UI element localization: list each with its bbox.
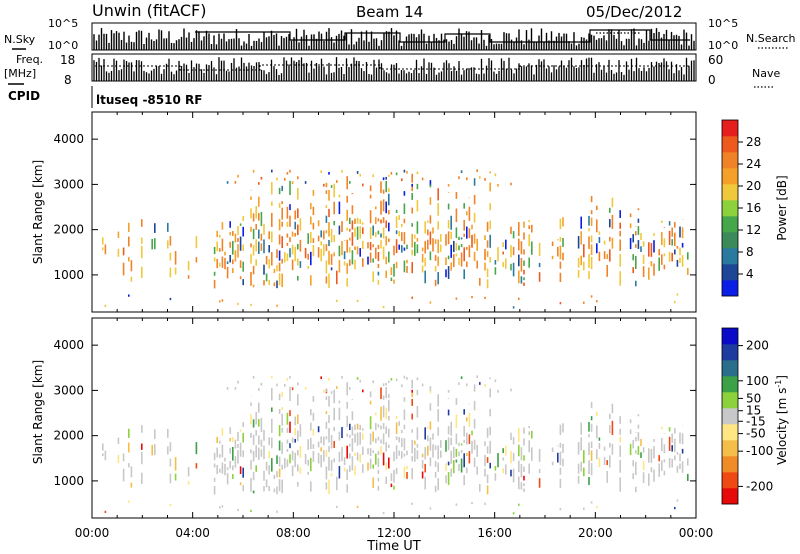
x-tick-label: 08:00 (276, 526, 311, 540)
x-tick-label: 16:00 (477, 526, 512, 540)
colorbar-tick-label: 200 (746, 339, 769, 353)
velocity-colorbar-label-main: Velocity [m s (775, 388, 789, 465)
freq-tick-bottom: 8 (64, 73, 72, 87)
colorbar-tick-label: 50 (746, 391, 761, 405)
colorbar-segment (722, 376, 738, 393)
velocity-colorbar-label-sup: -1 (774, 380, 783, 388)
cpid-label: CPID (8, 89, 40, 103)
y-tick-label: 2000 (53, 429, 84, 443)
beam-title: Beam 14 (356, 3, 423, 21)
power-ylabel: Slant Range [km] (31, 160, 45, 264)
nave-label: Nave (752, 67, 780, 80)
velocity-colorbar-label-end: ] (775, 375, 789, 380)
colorbar-tick-label: 8 (746, 245, 754, 259)
colorbar-segment (722, 184, 738, 201)
nsearch-tick-top: 10^5 (708, 17, 738, 30)
colorbar-tick-label: 24 (746, 157, 761, 171)
colorbar-tick-label: -50 (746, 427, 766, 441)
x-tick-label: 04:00 (175, 526, 210, 540)
nave-tick-bottom: 0 (708, 73, 716, 87)
velocity-panel: Slant Range [km] 1000 2000 3000 4000 00:00 0… (31, 317, 714, 554)
colorbar-segment (722, 472, 738, 489)
time-axis-label: Time UT (366, 539, 420, 554)
freq-tick-top: 18 (60, 53, 75, 67)
colorbar-segment (722, 136, 738, 153)
colorbar-segment (722, 344, 738, 361)
colorbar-segment (722, 168, 738, 185)
freq-label-line2: [MHz] (4, 67, 36, 80)
freq-label-line1: Freq. (16, 53, 43, 66)
colorbar-segment (722, 216, 738, 233)
colorbar-tick-label: -100 (746, 444, 773, 458)
nsearch-trace (195, 29, 690, 43)
colorbar-tick-label: 15 (746, 404, 761, 418)
colorbar-tick-label: -200 (746, 479, 773, 493)
velocity-ylabel: Slant Range [km] (31, 360, 45, 464)
colorbar-tick-label: 16 (746, 201, 761, 215)
y-tick-label: 1000 (53, 474, 84, 488)
x-tick-label: 20:00 (578, 526, 613, 540)
velocity-colorbar-label: Velocity [m s-1] (774, 375, 789, 465)
nsearch-tick-bottom: 10^0 (708, 39, 738, 52)
cpid-value: ltuseq -8510 RF (96, 93, 202, 107)
colorbar-tick-label: 4 (746, 267, 754, 281)
power-colorbar-label: Power [dB] (775, 175, 789, 240)
y-tick-label: 3000 (53, 177, 84, 191)
nsky-panel: N.Sky 10^5 10^0 10^5 10^0 N.Search (4, 17, 796, 52)
colorbar-segment (722, 488, 738, 505)
y-tick-label: 4000 (53, 338, 84, 352)
nsearch-label: N.Search (746, 32, 796, 45)
colorbar-tick-label: 100 (746, 374, 769, 388)
colorbar-segment (722, 392, 738, 409)
colorbar-segment (722, 264, 738, 281)
nsky-tick-bottom: 10^0 (48, 39, 78, 52)
colorbar-segment (722, 200, 738, 217)
colorbar-segment (722, 440, 738, 457)
nave-tick-top: 60 (708, 53, 723, 67)
station-title: Unwin (fitACF) (92, 1, 206, 20)
colorbar-tick-label: 28 (746, 135, 761, 149)
nsky-tick-top: 10^5 (48, 17, 78, 30)
colorbar-segment (722, 360, 738, 377)
x-tick-label: 00:00 (75, 526, 110, 540)
y-tick-label: 3000 (53, 383, 84, 397)
colorbar-tick-label: 20 (746, 179, 761, 193)
nsky-label: N.Sky (4, 33, 36, 46)
colorbar-segment (722, 280, 738, 297)
nave-trace (95, 64, 690, 71)
colorbar-segment (722, 408, 738, 425)
colorbar-segment (722, 152, 738, 169)
x-tick-label: 12:00 (377, 526, 412, 540)
y-tick-label: 1000 (53, 268, 84, 282)
colorbar-tick-label: 12 (746, 223, 761, 237)
freq-panel: Freq. [MHz] 18 8 60 0 Nave (4, 53, 780, 88)
y-tick-label: 4000 (53, 132, 84, 146)
date-title: 05/Dec/2012 (586, 3, 682, 21)
colorbar-segment (722, 424, 738, 441)
y-tick-label: 2000 (53, 223, 84, 237)
power-colorbar: 4 8 12 16 20 24 28 Power [dB] (721, 119, 789, 297)
colorbar-segment (722, 328, 738, 345)
colorbar-tick-label: -15 (746, 414, 766, 428)
power-panel: Slant Range [km] 1000 2000 3000 4000 (31, 111, 697, 313)
x-tick-label: 00:00 (679, 526, 714, 540)
colorbar-segment (722, 248, 738, 265)
colorbar-segment (722, 456, 738, 473)
colorbar-segment (722, 232, 738, 249)
velocity-colorbar-frame (721, 327, 739, 505)
colorbar-segment (722, 120, 738, 137)
